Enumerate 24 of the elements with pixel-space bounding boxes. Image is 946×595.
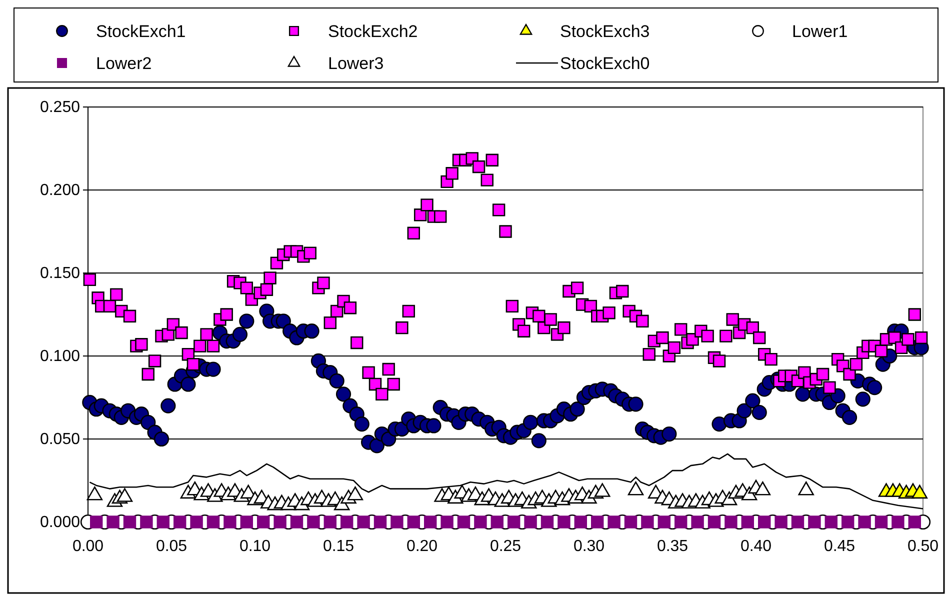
x-tick-label: 0.05: [156, 538, 188, 555]
x-tick-label: 0.50: [907, 538, 939, 555]
y-tick-label: 0.100: [40, 348, 80, 366]
x-tick-label: 0.40: [740, 538, 772, 555]
x-tick-label: 0.15: [322, 538, 354, 555]
legend-label: StockExch0: [560, 54, 650, 73]
y-tick-label: 0.000: [40, 514, 80, 532]
x-tick-label: 0.35: [656, 538, 688, 555]
x-tick-label: 0.30: [573, 538, 605, 555]
x-tick-label: 0.20: [406, 538, 438, 555]
legend-label: StockExch2: [328, 22, 418, 41]
y-tick-label: 0.150: [40, 265, 80, 282]
legend-label: StockExch3: [560, 22, 650, 41]
legend-label: Lower1: [792, 22, 848, 41]
legend-label: Lower3: [328, 54, 384, 73]
y-tick-label: 0.050: [40, 431, 80, 448]
legend-label: StockExch1: [96, 22, 186, 41]
legend-label: Lower2: [96, 54, 152, 73]
x-tick-label: 0.00: [72, 538, 104, 555]
x-tick-label: 0.10: [239, 538, 271, 555]
x-tick-label: 0.25: [490, 538, 522, 555]
x-tick-label: 0.45: [824, 538, 856, 555]
y-tick-label: 0.200: [40, 182, 80, 200]
y-tick-label: 0.250: [40, 99, 80, 116]
